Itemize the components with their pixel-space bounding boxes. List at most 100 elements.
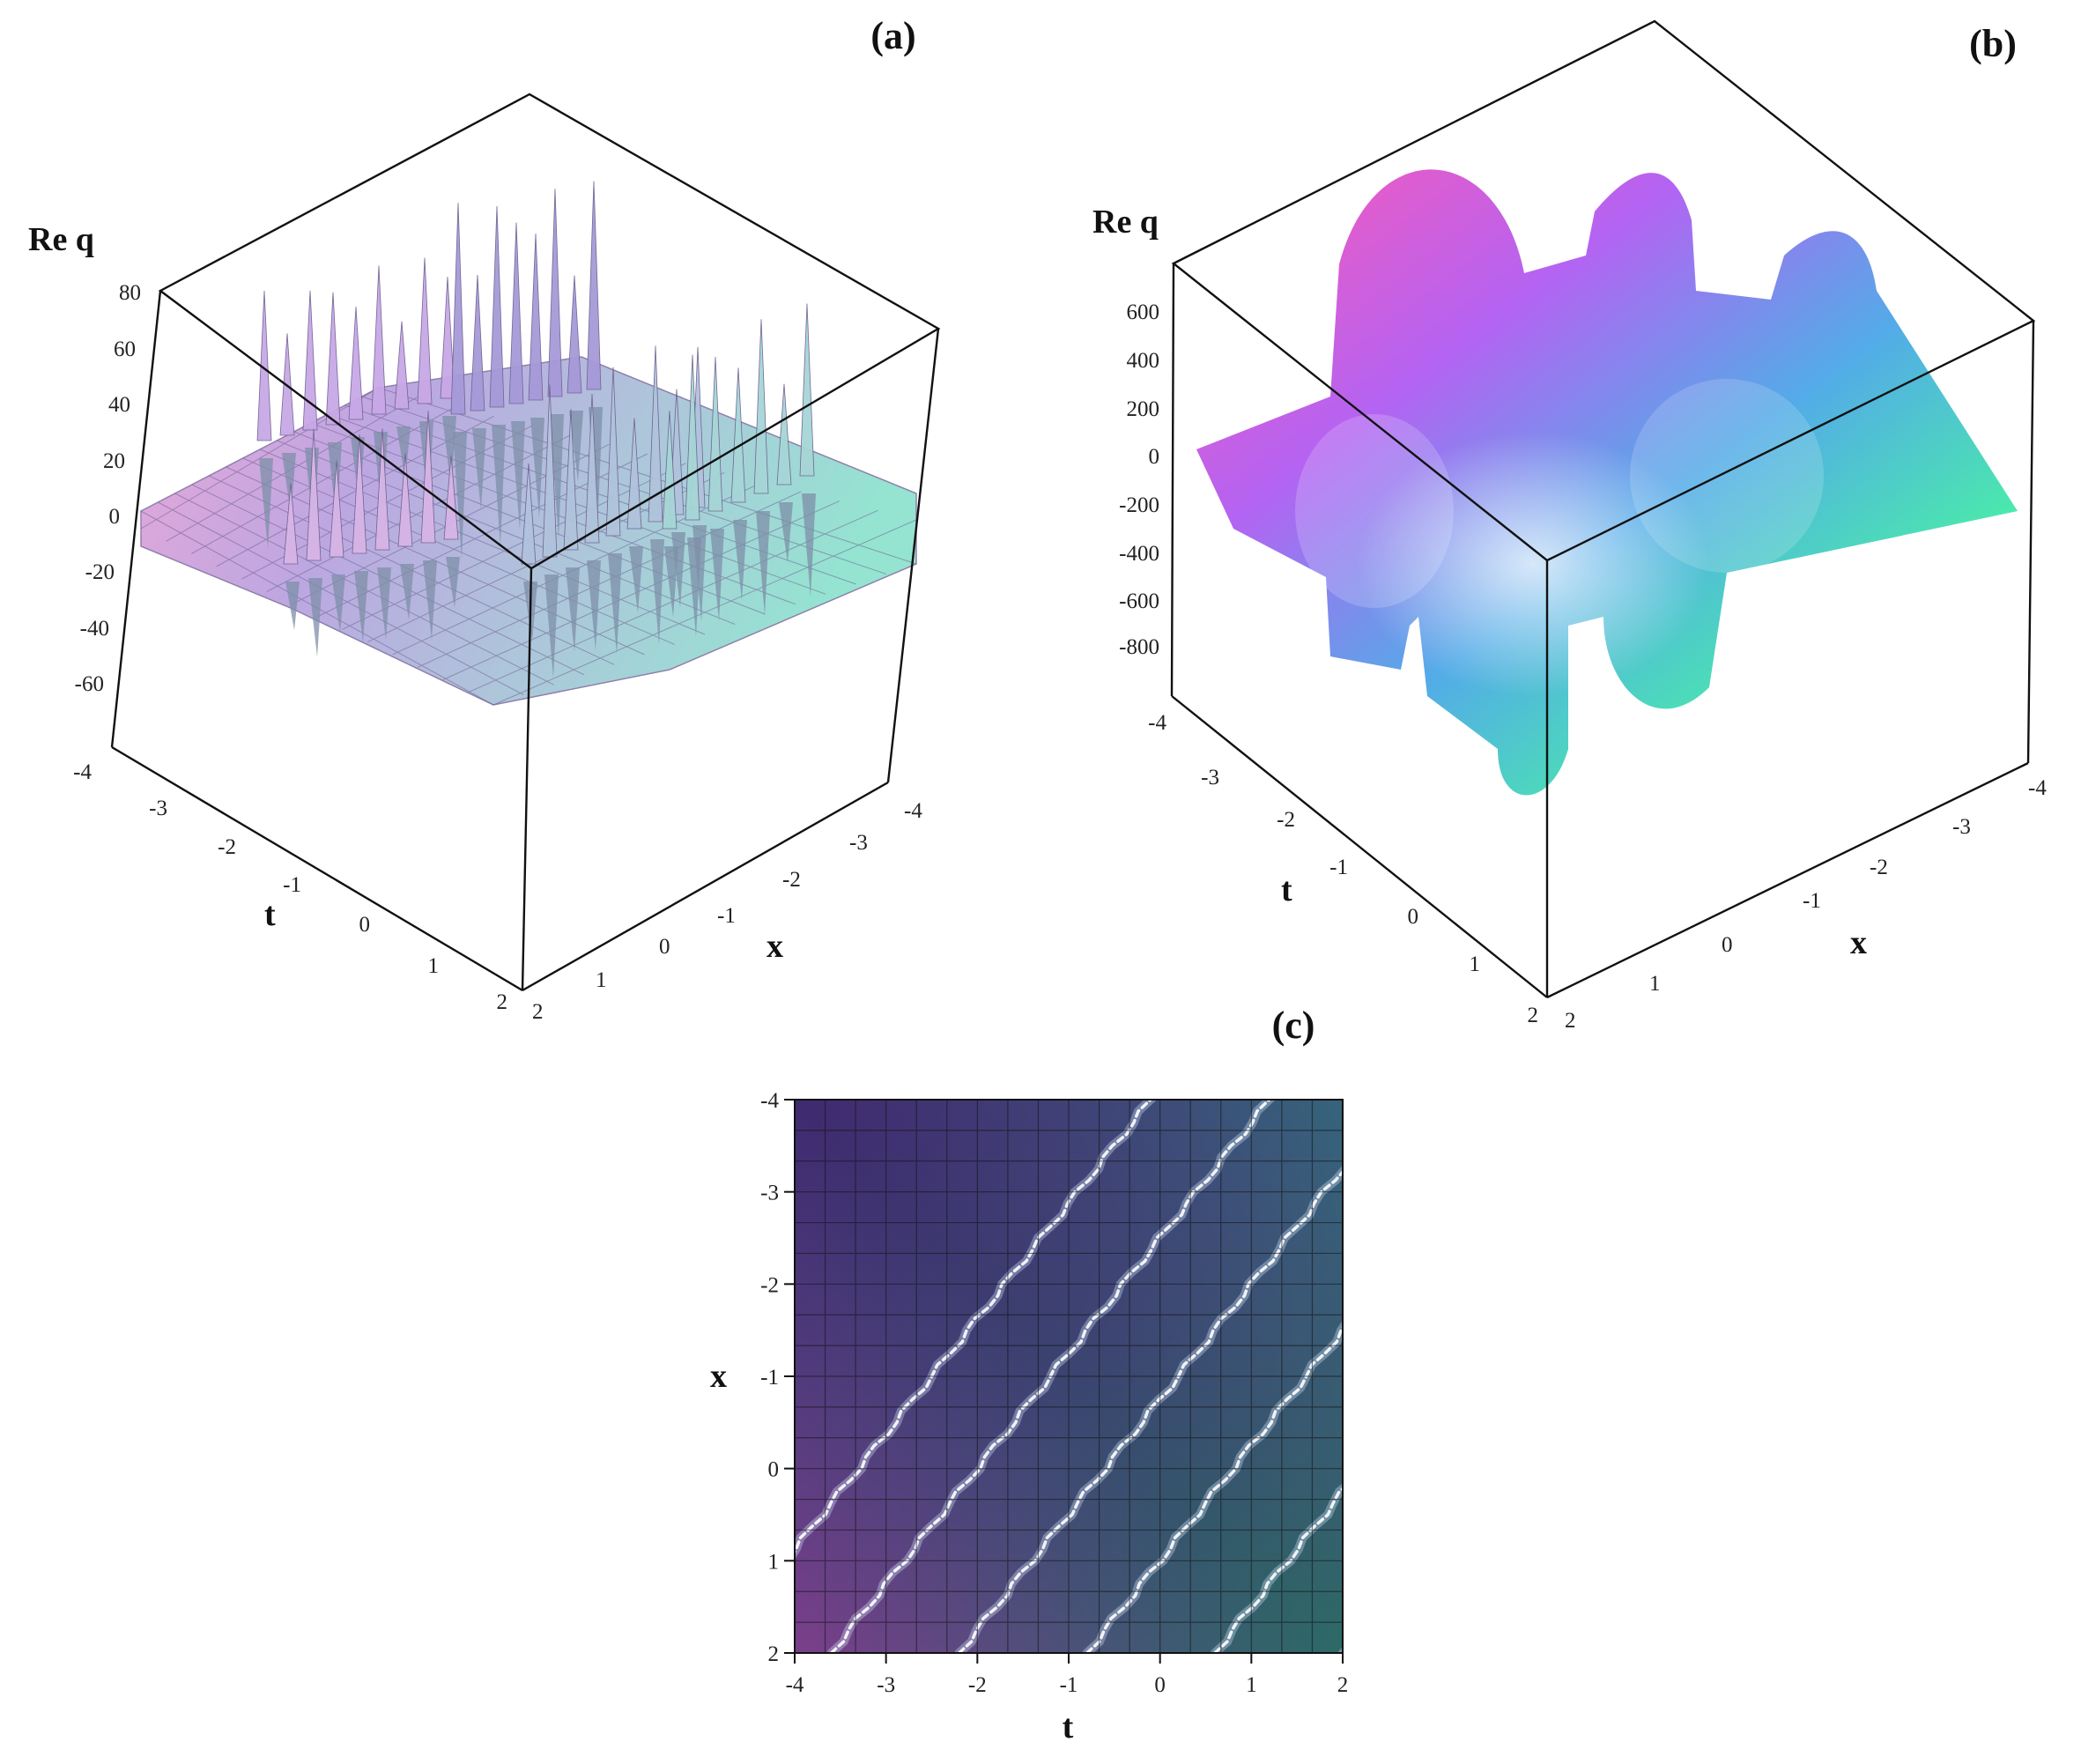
surface-spike-down bbox=[544, 574, 559, 678]
surface-spike-up bbox=[371, 265, 387, 415]
surface-spike-up bbox=[450, 203, 466, 415]
surface-spike-up bbox=[605, 367, 621, 537]
surface-spike-down bbox=[587, 560, 601, 650]
xtick-b: -1 bbox=[1803, 889, 1821, 913]
surface-spike-up bbox=[440, 277, 455, 399]
taxis-ticks-b: -4 -3 -2 -1 0 1 2 bbox=[1148, 711, 1538, 1027]
surface-spike-down bbox=[756, 511, 770, 616]
soliton-streak bbox=[957, 1169, 1343, 1653]
ztick-b: -600 bbox=[1119, 589, 1159, 613]
heatmap-c bbox=[794, 1099, 1344, 1654]
ttick-a: -4 bbox=[73, 760, 92, 784]
surface-spike-down bbox=[710, 529, 724, 622]
axis-box-a bbox=[110, 93, 941, 992]
surface-spike-down bbox=[285, 582, 300, 630]
yaxis-title-c: x bbox=[710, 1358, 727, 1395]
surface-spike-down bbox=[453, 432, 467, 559]
surface-spike-down bbox=[608, 553, 622, 655]
ttick-a: 1 bbox=[428, 954, 440, 978]
xtick-a: -2 bbox=[782, 868, 801, 892]
surface-spike-up bbox=[547, 189, 563, 397]
xaxis-title-c: t bbox=[1063, 1708, 1074, 1745]
xtick-a: -1 bbox=[717, 904, 736, 928]
soliton-streak bbox=[1213, 1486, 1343, 1653]
ztick-b: 200 bbox=[1127, 397, 1160, 421]
xtick-b: 0 bbox=[1722, 933, 1733, 957]
panel-label-b: (b) bbox=[1969, 22, 2017, 65]
soliton-streak bbox=[795, 1100, 1153, 1554]
soliton-streak bbox=[1085, 1324, 1343, 1653]
panel-label-a: (a) bbox=[870, 14, 915, 57]
ztick-b: 400 bbox=[1127, 349, 1160, 373]
surface-spike-up bbox=[528, 233, 544, 401]
ztick-a: 80 bbox=[119, 281, 141, 305]
xaxis-title-a: x bbox=[766, 928, 783, 965]
surface-spike-up bbox=[329, 460, 344, 558]
surface-spike-down bbox=[308, 578, 322, 657]
taxis-title-b: t bbox=[1281, 871, 1292, 908]
surface-spike-down bbox=[354, 571, 368, 643]
ttick-b: 1 bbox=[1470, 952, 1481, 976]
xtick-a: 2 bbox=[532, 1000, 544, 1024]
ttick-a: -2 bbox=[218, 835, 236, 859]
surface-spike-down bbox=[650, 539, 664, 645]
surface-spike-up bbox=[283, 483, 299, 565]
surface-spike-up bbox=[489, 205, 505, 408]
ztick-b: -200 bbox=[1119, 493, 1159, 517]
xtick-b: -2 bbox=[1870, 856, 1888, 879]
surface-spike-up bbox=[586, 181, 602, 390]
surface-spike-up bbox=[584, 394, 600, 544]
surface-a bbox=[140, 181, 917, 706]
ztick-b: -800 bbox=[1119, 635, 1159, 659]
xtick-label-c: -1 bbox=[1060, 1673, 1078, 1697]
ytick-label-c: -4 bbox=[760, 1089, 779, 1113]
ztick-b: 0 bbox=[1149, 445, 1160, 469]
surface-spike-down bbox=[687, 537, 701, 637]
surface-spike-down bbox=[511, 421, 525, 530]
xtick-a: 1 bbox=[596, 968, 607, 992]
surface-spike-up bbox=[662, 411, 678, 530]
panel-label-c: (c) bbox=[1272, 1004, 1315, 1047]
surface-spike-up bbox=[563, 409, 579, 551]
ttick-a: 0 bbox=[359, 913, 371, 937]
surface-spike-down bbox=[442, 416, 456, 489]
ttick-b: 2 bbox=[1528, 1004, 1539, 1027]
ztick-a: 40 bbox=[108, 393, 130, 417]
zaxis-ticks-a: 80 60 40 20 0 -20 -40 -60 bbox=[75, 281, 141, 696]
panel-b: (b) Re q 600 400 200 0 -200 -400 -600 bbox=[1092, 19, 2047, 1033]
surface-spike-down bbox=[331, 574, 345, 633]
ytick-label-c: -3 bbox=[760, 1182, 779, 1205]
surface-spike-down bbox=[396, 426, 411, 479]
surface-spike-down bbox=[530, 418, 544, 518]
ztick-a: -40 bbox=[80, 617, 109, 641]
surface-spike-up bbox=[799, 303, 815, 477]
surface-spike-up bbox=[508, 222, 524, 404]
xaxis-ticks-b: -4 -3 -2 -1 0 1 2 bbox=[1565, 776, 2047, 1033]
surface-spike-up bbox=[306, 428, 322, 561]
xaxis-title-b: x bbox=[1850, 924, 1867, 961]
surface-spike-up bbox=[776, 383, 792, 485]
taxis-ticks-a: -4 -3 -2 -1 0 1 2 bbox=[73, 760, 507, 1014]
soliton-streak-glow bbox=[1338, 1647, 1343, 1653]
ztick-a: 0 bbox=[109, 505, 121, 529]
surface-spike-down bbox=[779, 502, 793, 563]
zaxis-title-a: Re q bbox=[28, 221, 94, 258]
surface-spike-up bbox=[648, 345, 663, 523]
surface-spike-up bbox=[420, 411, 436, 544]
surface-spike-down bbox=[492, 425, 506, 545]
ztick-a: 60 bbox=[114, 337, 136, 361]
ttick-b: -1 bbox=[1329, 856, 1348, 879]
surface-spike-up bbox=[443, 455, 459, 540]
surface-spike-up bbox=[730, 367, 746, 503]
surface-spike-down bbox=[566, 567, 580, 652]
axis-box-b bbox=[1170, 19, 2036, 999]
surface-spike-up bbox=[279, 333, 295, 436]
ytick-label-c: -2 bbox=[760, 1273, 779, 1297]
surface-spike-down bbox=[550, 414, 564, 539]
ttick-a: -1 bbox=[283, 873, 301, 897]
surface-spike-down bbox=[664, 546, 678, 618]
ztick-a: -60 bbox=[75, 672, 104, 696]
